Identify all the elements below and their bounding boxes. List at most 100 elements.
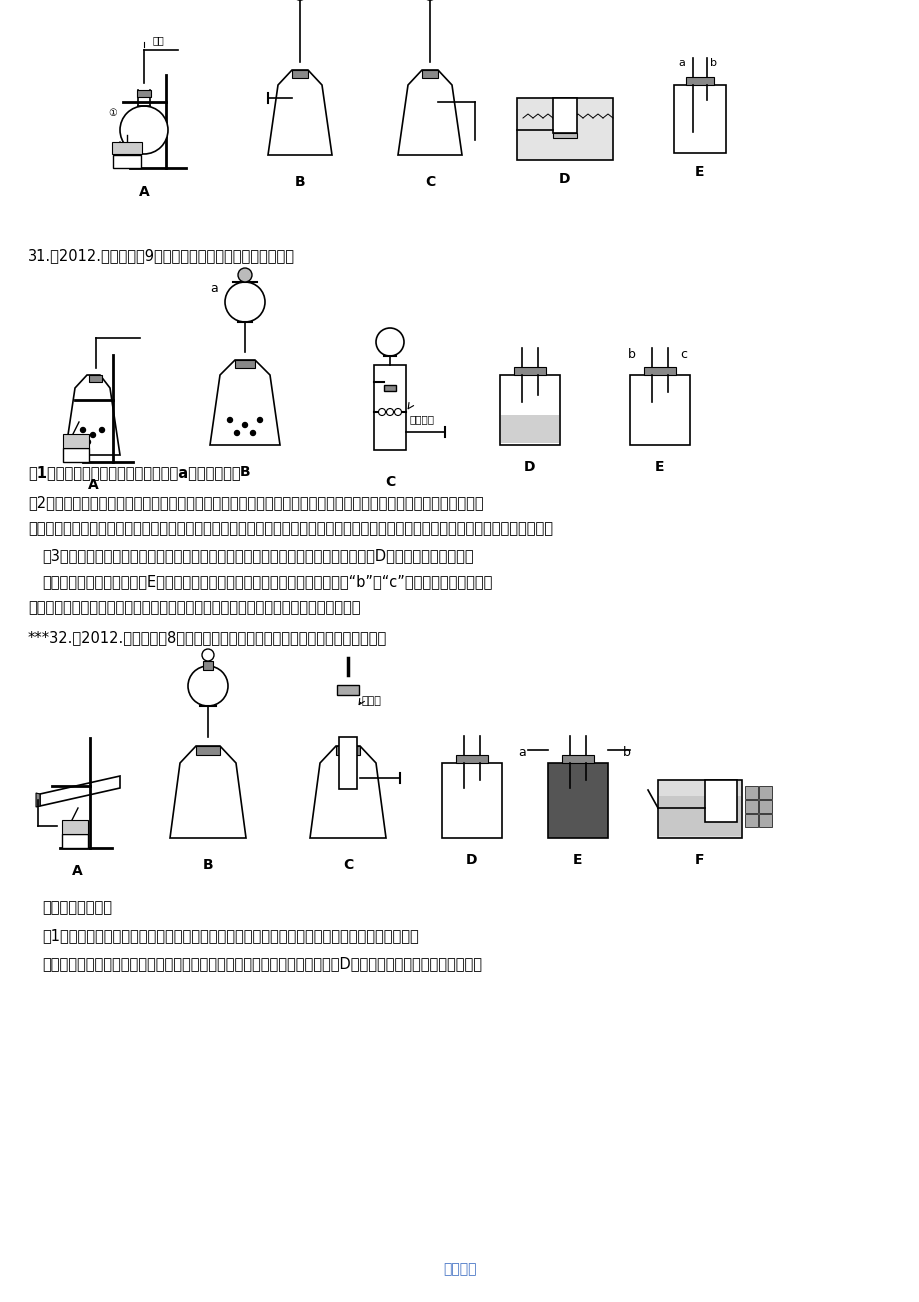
Text: E: E [695, 165, 704, 178]
Bar [196, 746, 220, 755]
Bar [643, 367, 675, 375]
Text: c: c [679, 348, 686, 361]
Circle shape [202, 648, 214, 661]
Bar [62, 448, 89, 462]
Text: （1）写出图中标有字母的仪器名称：a＿＿＿＿＿。: （1）写出图中标有字母的仪器名称：a＿＿＿＿＿。 [28, 465, 241, 480]
Text: a: a [210, 283, 218, 296]
Text: F: F [695, 853, 704, 867]
Text: a: a [517, 746, 525, 759]
Polygon shape [398, 70, 461, 155]
Text: （3）实验室制取二氧化碳气体，若要获得干燥的二氧化碳，除发生装置外，还应选用D装置，装置中的液体是: （3）实验室制取二氧化碳气体，若要获得干燥的二氧化碳，除发生装置外，还应选用D装… [42, 548, 473, 562]
Bar [758, 786, 771, 799]
Text: 请回答下列问题：: 请回答下列问题： [42, 900, 112, 915]
Bar [137, 90, 151, 98]
Text: 注射器: 注射器 [361, 697, 381, 706]
Text: ***32.（2012.日照市）（8分）下图所示为实验室中常见的气体制备和收集装置。: ***32.（2012.日照市）（8分）下图所示为实验室中常见的气体制备和收集装… [28, 630, 387, 644]
Polygon shape [65, 375, 119, 454]
Bar [562, 755, 594, 763]
Circle shape [378, 409, 385, 415]
Bar [335, 746, 359, 755]
Bar [686, 77, 713, 85]
Text: （填写试剂名称）。如果用E装置收集该气体，则气体应从＿＿＿＿端进入（填“b”或“c”）。通常用澄清石灰水: （填写试剂名称）。如果用E装置收集该气体，则气体应从＿＿＿＿端进入（填“b”或“… [42, 574, 492, 589]
Text: 其目的是＿＿＿＿＿＿＿＿＿＿＿＿＿＿＿＿＿；反应的化学方程式为＿＿＿＿＿＿＿＿＿＿＿＿＿＿＿＿＿＿＿＿＿＿＿＿＿＿＿＿＿: 其目的是＿＿＿＿＿＿＿＿＿＿＿＿＿＿＿＿＿；反应的化学方程式为＿＿＿＿＿＿＿＿＿… [28, 521, 552, 536]
Text: 检花: 检花 [153, 35, 165, 46]
Bar [552, 98, 576, 133]
Text: C: C [343, 858, 353, 872]
Bar [422, 70, 437, 78]
Text: 多孔隔板: 多孔隔板 [410, 414, 435, 424]
Bar [630, 375, 689, 445]
Circle shape [81, 427, 85, 432]
Bar [291, 70, 308, 78]
Text: A: A [72, 865, 83, 878]
Bar [744, 814, 757, 827]
Text: D: D [466, 853, 477, 867]
Bar [234, 359, 255, 368]
Text: （1）实验室用高锰酸鑶制取氧气，应选用发生装置＿＿＿＿（填字母序号），反应的化学方程式: （1）实验室用高锰酸鑶制取氧气，应选用发生装置＿＿＿＿（填字母序号），反应的化学… [42, 928, 418, 943]
Text: （2）实验室用高锰酸鑶制取氧气，应选用的发生装置是＿＿＿＿＿（填字母），实验时该装置试管口应放一团棉花，: （2）实验室用高锰酸鑶制取氧气，应选用的发生装置是＿＿＿＿＿（填字母），实验时该… [28, 495, 483, 510]
Bar [374, 365, 405, 450]
Bar [658, 796, 740, 836]
Circle shape [234, 431, 239, 435]
Text: D: D [559, 172, 570, 186]
Bar [501, 415, 559, 443]
Bar [456, 755, 487, 763]
Bar [744, 799, 757, 812]
Bar [704, 780, 736, 822]
Circle shape [243, 423, 247, 427]
Circle shape [187, 667, 228, 706]
Bar [499, 375, 560, 445]
Text: 来检验二氧化碳，反应的化学方程式为＿＿＿＿＿＿＿＿＿＿＿＿＿＿＿＿＿＿＿＿。: 来检验二氧化碳，反应的化学方程式为＿＿＿＿＿＿＿＿＿＿＿＿＿＿＿＿＿＿＿＿。 [28, 600, 360, 615]
Text: 精选文档: 精选文档 [443, 1262, 476, 1276]
Bar [62, 835, 88, 848]
Text: D: D [524, 460, 535, 474]
Bar [657, 780, 742, 838]
Text: b: b [628, 348, 635, 361]
Circle shape [99, 427, 105, 432]
Text: E: E [573, 853, 582, 867]
Bar [203, 661, 213, 671]
Polygon shape [310, 746, 386, 838]
Text: B: B [294, 174, 305, 189]
Text: E: E [654, 460, 664, 474]
Bar [338, 737, 357, 789]
Circle shape [257, 418, 262, 423]
Bar [62, 820, 88, 835]
Text: B: B [240, 465, 250, 479]
Text: 为＿＿＿＿＿＿＿＿＿＿＿＿＿＿＿＿＿＿＿＿＿＿＿＿＿＿＿＿。若用装置D收集氧气，验满的方法是＿＿＿＿: 为＿＿＿＿＿＿＿＿＿＿＿＿＿＿＿＿＿＿＿＿＿＿＿＿＿＿＿＿。若用装置D收集氧气，… [42, 956, 482, 971]
Bar [441, 763, 502, 838]
Circle shape [394, 409, 401, 415]
Bar [674, 85, 725, 154]
Circle shape [376, 328, 403, 355]
Bar [62, 434, 89, 448]
Text: C: C [425, 174, 435, 189]
Bar [112, 142, 142, 154]
Circle shape [227, 418, 233, 423]
Circle shape [238, 268, 252, 283]
Circle shape [90, 432, 96, 437]
Polygon shape [170, 746, 245, 838]
Text: b: b [622, 746, 630, 759]
Circle shape [250, 431, 255, 435]
Text: A: A [87, 478, 98, 492]
Text: 31.（2012.百色市）（9分）根据下图所示，回答有关问题：: 31.（2012.百色市）（9分）根据下图所示，回答有关问题： [28, 247, 295, 263]
Text: ①: ① [108, 108, 117, 118]
Bar [336, 685, 358, 695]
Text: B: B [202, 858, 213, 872]
Circle shape [225, 283, 265, 322]
Text: A: A [139, 185, 149, 199]
Polygon shape [267, 70, 332, 155]
Text: a: a [677, 59, 684, 68]
Bar [516, 98, 612, 160]
Bar [89, 375, 102, 381]
Circle shape [119, 105, 168, 154]
Bar [744, 786, 757, 799]
Polygon shape [210, 359, 279, 445]
Text: C: C [384, 475, 394, 490]
Bar [548, 763, 607, 838]
Bar [514, 367, 545, 375]
Circle shape [386, 409, 393, 415]
Text: b: b [709, 59, 716, 68]
Bar [383, 385, 395, 391]
Polygon shape [36, 793, 40, 807]
